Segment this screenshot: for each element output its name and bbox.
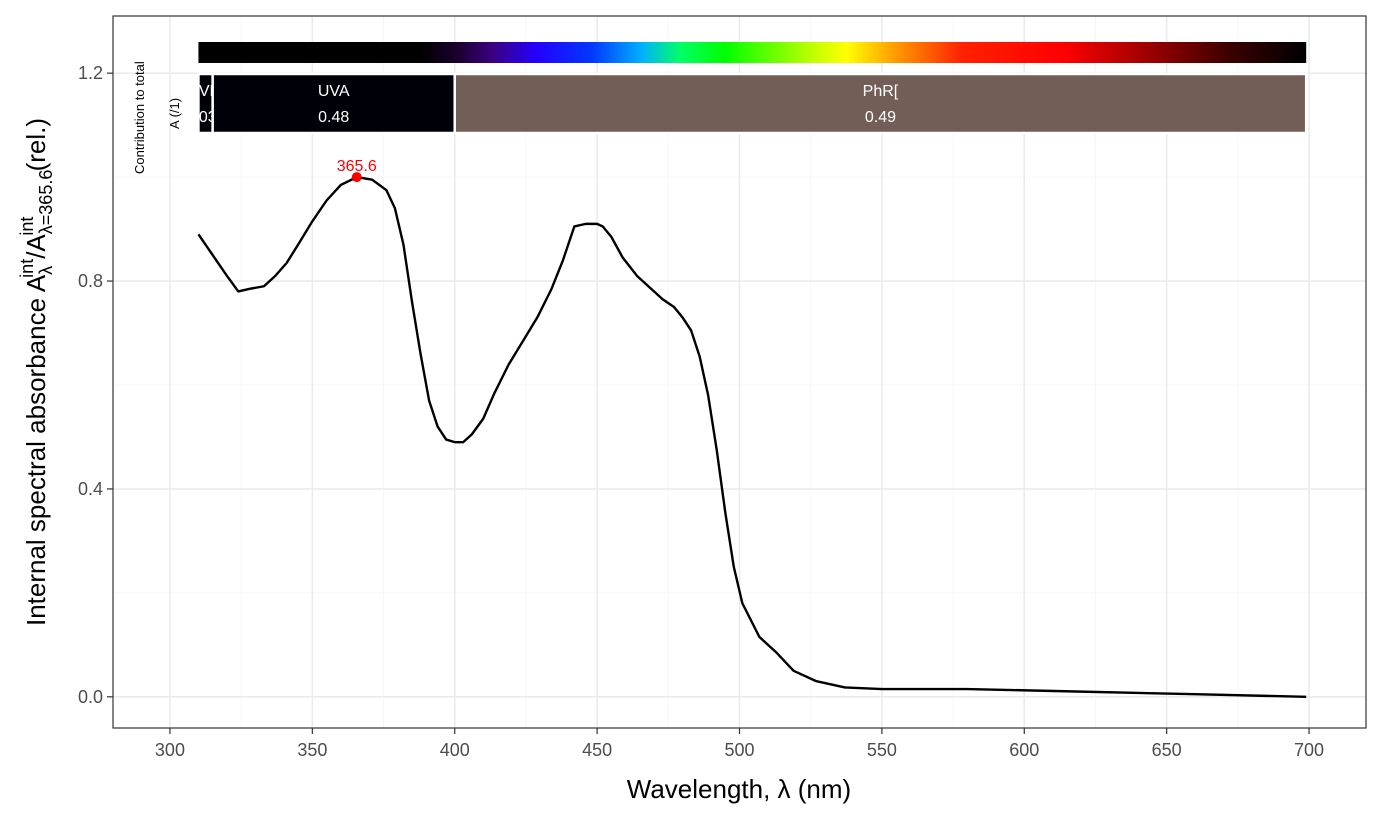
waveband-box — [211, 72, 456, 135]
waveband-name-label: UVA — [318, 83, 350, 100]
waveband-value-label: 0.49 — [865, 109, 896, 126]
y-axis-title-slash: /A — [21, 234, 51, 259]
x-tick-label: 600 — [1009, 740, 1039, 760]
y-axis-ticks: 0.0 0.4 0.8 1.2 — [78, 63, 113, 707]
series-lines — [197, 175, 1307, 699]
x-tick-label: 550 — [867, 740, 897, 760]
x-tick-label: 450 — [582, 740, 612, 760]
x-axis-ticks: 300 350 400 450 500 550 600 650 700 — [155, 728, 1324, 760]
y-axis-title: Internal spectral absorbance Aλint/Aλ=36… — [17, 118, 56, 626]
y-tick-label: 0.4 — [78, 479, 103, 499]
side-label-line2: A (/1) — [167, 98, 182, 129]
x-axis-title: Wavelength, λ (nm) — [627, 774, 851, 804]
y-tick-label: 0.0 — [78, 687, 103, 707]
waveband-value-label: .03 — [194, 109, 216, 126]
y-axis-title-sup1: int — [17, 259, 37, 278]
side-label-line1: Contribution to total — [132, 61, 147, 174]
x-tick-label: 400 — [440, 740, 470, 760]
peak-marker-group: 365.6 — [337, 158, 377, 183]
x-tick-label: 300 — [155, 740, 185, 760]
y-axis-title-main: Internal spectral absorbance — [21, 292, 51, 626]
peak-point — [351, 172, 362, 183]
waveband-box — [453, 72, 1308, 135]
visible-spectrum-color-bar — [198, 42, 1307, 63]
x-tick-label: 350 — [297, 740, 327, 760]
waveband-value-label: 0.48 — [318, 109, 349, 126]
x-tick-label: 700 — [1294, 740, 1324, 760]
x-tick-label: 500 — [724, 740, 754, 760]
y-tick-label: 1.2 — [78, 63, 103, 83]
y-axis-title-sup2: int — [17, 217, 37, 236]
y-tick-label: 0.8 — [78, 271, 103, 291]
absorbance-series-line — [197, 175, 1307, 699]
waveband-name-label: PhR[ — [863, 83, 899, 100]
y-axis-title-sub1: λ — [36, 266, 56, 275]
y-axis-title-symbol: A — [21, 274, 51, 292]
x-tick-label: 650 — [1152, 740, 1182, 760]
y-axis-title-sub2: λ=365.6 — [36, 170, 56, 235]
peak-label: 365.6 — [337, 158, 377, 175]
y-axis-title-unit: (rel.) — [21, 118, 51, 179]
